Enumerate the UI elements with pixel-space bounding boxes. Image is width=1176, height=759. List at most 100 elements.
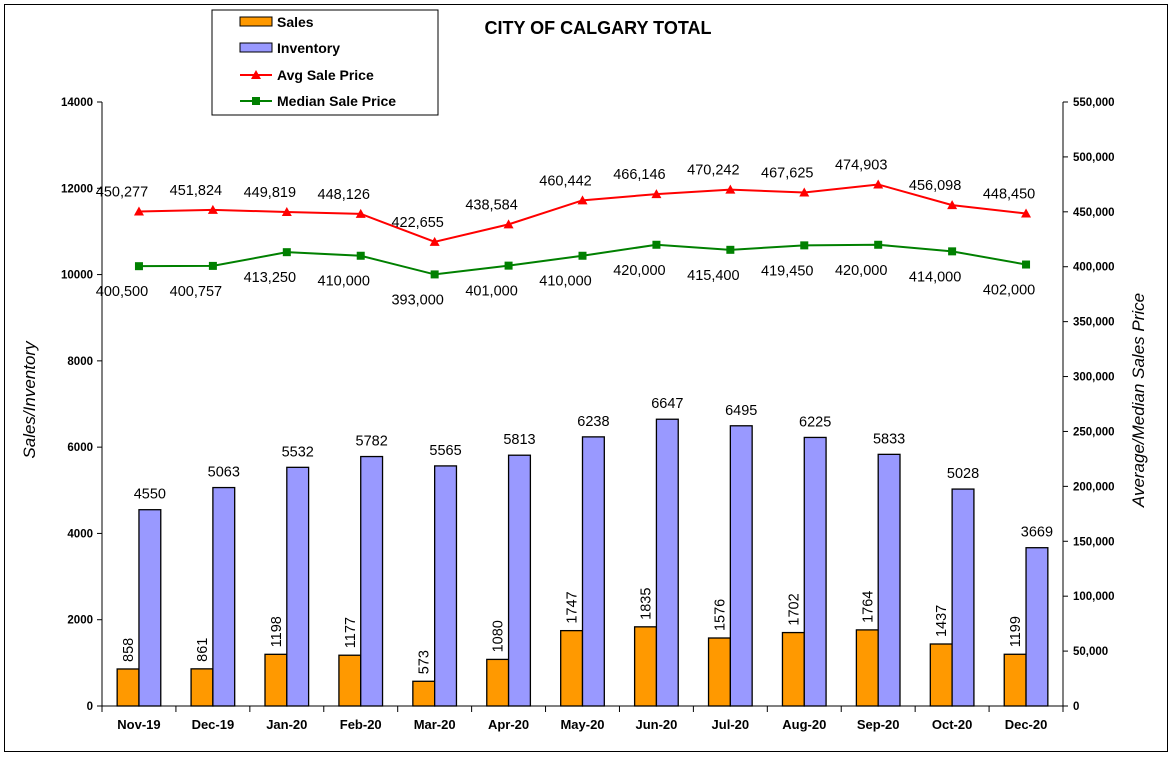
sales-data-label: 1747 bbox=[565, 591, 581, 623]
sales-bar bbox=[338, 654, 362, 707]
inventory-data-label: 5028 bbox=[947, 466, 979, 482]
x-tick-label: Oct-20 bbox=[932, 717, 972, 732]
avg-price-marker bbox=[725, 184, 736, 194]
x-tick-label: Sep-20 bbox=[857, 717, 900, 732]
sales-bar bbox=[781, 631, 805, 707]
sales-bar bbox=[116, 668, 140, 707]
avg-price-data-label: 467,625 bbox=[761, 165, 813, 181]
inventory-data-label: 6495 bbox=[725, 403, 757, 419]
avg-price-data-label: 448,450 bbox=[983, 187, 1035, 203]
avg-price-marker bbox=[947, 200, 958, 210]
inventory-bar bbox=[212, 486, 236, 707]
y-tick-label: 2000 bbox=[67, 615, 93, 627]
inventory-data-label: 6225 bbox=[799, 414, 831, 430]
y2-axis-title: Average/Median Sales Price bbox=[1129, 293, 1148, 508]
legend-label: Sales bbox=[277, 14, 314, 30]
sales-bar bbox=[929, 643, 953, 707]
inventory-bar bbox=[729, 425, 753, 707]
chart-frame bbox=[4, 4, 1168, 752]
y2-tick-label: 450,000 bbox=[1073, 207, 1115, 219]
avg-price-data-label: 438,584 bbox=[465, 197, 517, 213]
y-axis-title: Sales/Inventory bbox=[20, 340, 39, 459]
avg-price-data-label: 449,819 bbox=[244, 185, 296, 201]
median-price-marker bbox=[430, 270, 439, 279]
avg-price-data-label: 470,242 bbox=[687, 163, 739, 179]
sales-data-label: 1576 bbox=[712, 599, 728, 631]
median-price-data-label: 420,000 bbox=[613, 263, 665, 279]
y2-tick-label: 200,000 bbox=[1073, 481, 1115, 493]
x-tick-label: Jan-20 bbox=[266, 717, 307, 732]
y-tick-label: 10000 bbox=[61, 270, 93, 282]
inventory-bar bbox=[360, 455, 384, 707]
inventory-bar bbox=[1025, 547, 1049, 707]
avg-price-marker bbox=[355, 208, 366, 218]
avg-price-data-label: 456,098 bbox=[909, 178, 961, 194]
x-tick-label: May-20 bbox=[560, 717, 604, 732]
avg-price-marker bbox=[429, 236, 440, 246]
x-tick-label: Apr-20 bbox=[488, 717, 529, 732]
median-price-marker bbox=[578, 251, 587, 260]
median-price-data-label: 414,000 bbox=[909, 269, 961, 285]
legend-box bbox=[211, 9, 439, 116]
sales-data-label: 861 bbox=[195, 638, 211, 662]
avg-price-marker bbox=[281, 207, 292, 217]
inventory-bar bbox=[581, 436, 605, 707]
avg-price-marker bbox=[503, 219, 514, 229]
x-tick-label: Dec-19 bbox=[192, 717, 235, 732]
avg-price-marker bbox=[873, 179, 884, 189]
avg-price-marker bbox=[577, 195, 588, 205]
y2-tick-label: 100,000 bbox=[1073, 591, 1115, 603]
legend-label: Inventory bbox=[277, 40, 340, 56]
median-price-data-label: 402,000 bbox=[983, 283, 1035, 299]
sales-bar bbox=[1003, 653, 1027, 707]
inventory-bar bbox=[655, 418, 679, 707]
sales-data-label: 1437 bbox=[934, 605, 950, 637]
avg-price-data-label: 448,126 bbox=[318, 187, 370, 203]
inventory-bar bbox=[877, 453, 901, 707]
median-price-data-label: 400,757 bbox=[170, 284, 222, 300]
y2-tick-label: 50,000 bbox=[1073, 646, 1108, 658]
y2-tick-label: 500,000 bbox=[1073, 152, 1115, 164]
median-price-marker bbox=[208, 261, 217, 270]
inventory-data-label: 5782 bbox=[356, 434, 388, 450]
median-price-data-label: 401,000 bbox=[465, 284, 517, 300]
y-tick-label: 0 bbox=[87, 701, 93, 713]
median-price-marker bbox=[1022, 260, 1031, 269]
sales-data-label: 858 bbox=[121, 638, 137, 662]
sales-data-label: 1177 bbox=[343, 617, 359, 648]
y-tick-label: 14000 bbox=[61, 97, 93, 109]
inventory-bar bbox=[507, 454, 532, 707]
avg-price-marker bbox=[133, 206, 144, 216]
sales-data-label: 1764 bbox=[860, 591, 876, 623]
avg-price-data-label: 460,442 bbox=[539, 173, 591, 189]
sales-bar bbox=[855, 629, 879, 707]
legend-label: Avg Sale Price bbox=[277, 67, 374, 83]
median-price-data-label: 410,000 bbox=[539, 274, 591, 290]
avg-price-data-label: 451,824 bbox=[170, 183, 222, 199]
inventory-data-label: 5532 bbox=[282, 444, 314, 460]
x-tick-label: Nov-19 bbox=[117, 717, 160, 732]
inventory-bar bbox=[803, 436, 827, 707]
inventory-bar bbox=[434, 465, 458, 707]
inventory-bar bbox=[286, 466, 310, 707]
y-tick-label: 6000 bbox=[67, 442, 93, 454]
sales-data-label: 1702 bbox=[786, 593, 802, 625]
median-price-marker bbox=[652, 240, 661, 249]
median-price-data-label: 393,000 bbox=[391, 292, 443, 308]
y2-tick-label: 350,000 bbox=[1073, 317, 1115, 329]
sales-data-label: 1199 bbox=[1008, 616, 1024, 647]
y2-tick-label: 150,000 bbox=[1073, 536, 1115, 548]
legend-swatch bbox=[239, 42, 273, 53]
y2-tick-label: 550,000 bbox=[1073, 97, 1115, 109]
legend-marker bbox=[252, 97, 260, 105]
x-tick-label: Jul-20 bbox=[712, 717, 750, 732]
median-price-marker bbox=[948, 247, 957, 256]
avg-price-data-label: 474,903 bbox=[835, 157, 887, 173]
sales-bar bbox=[633, 626, 658, 707]
x-tick-label: Feb-20 bbox=[340, 717, 382, 732]
avg-price-marker bbox=[651, 189, 662, 199]
x-tick-label: Mar-20 bbox=[414, 717, 456, 732]
avg-price-marker bbox=[799, 187, 810, 197]
median-price-data-label: 410,000 bbox=[318, 274, 370, 290]
legend-label: Median Sale Price bbox=[277, 93, 396, 109]
